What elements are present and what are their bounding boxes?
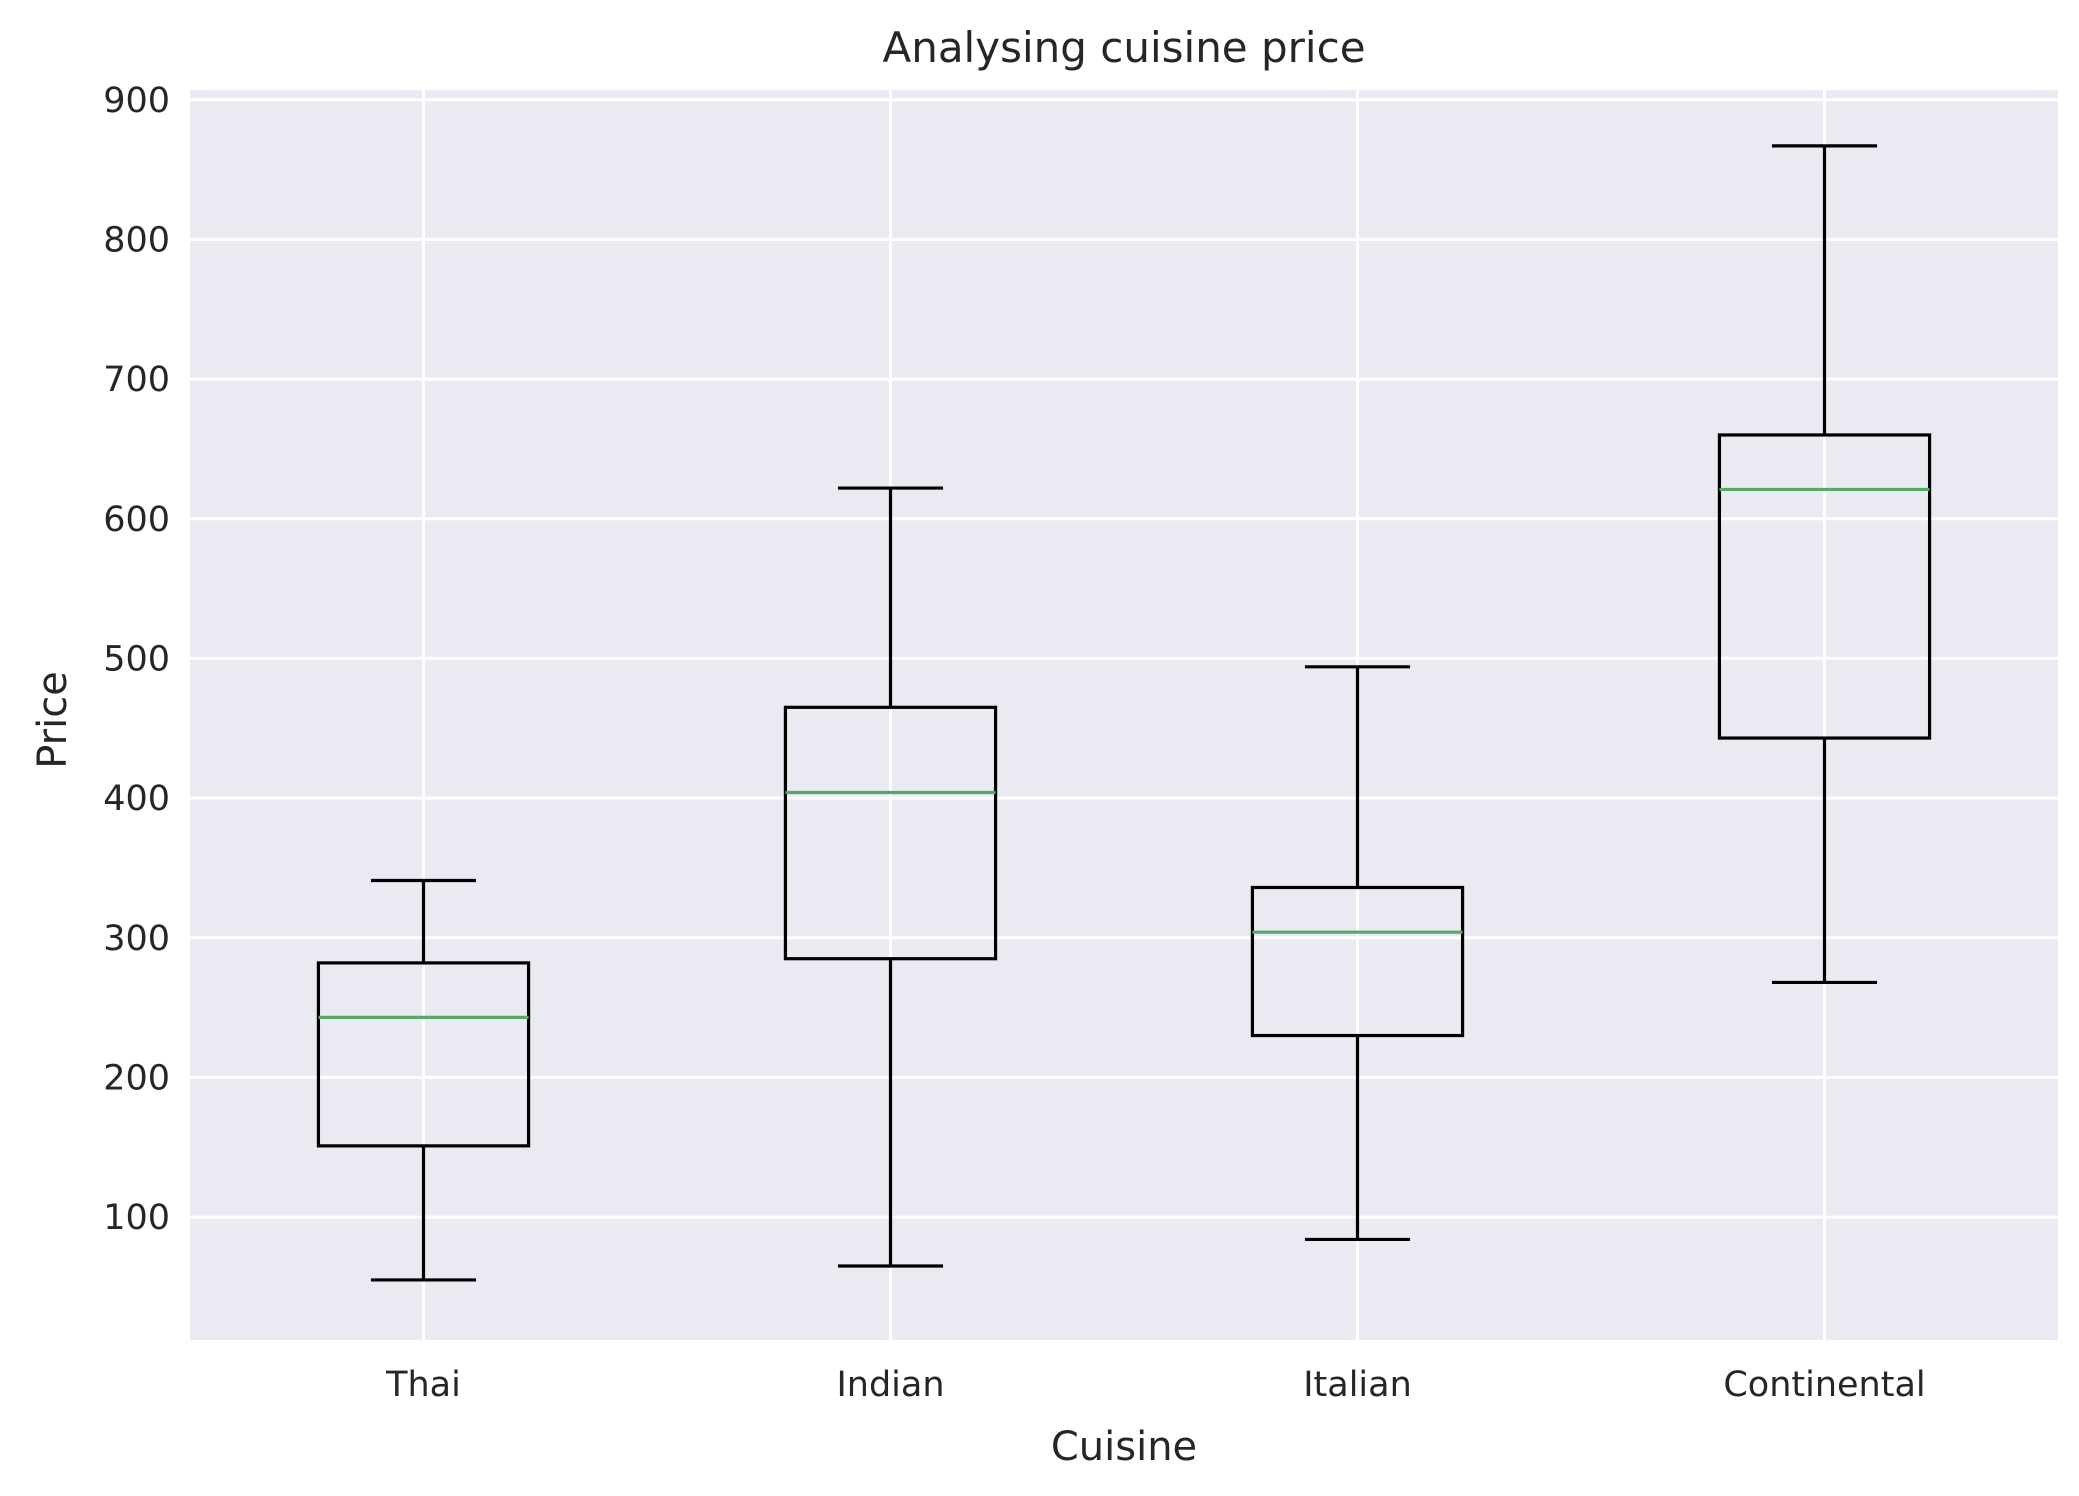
box-italian [1250, 665, 1465, 1242]
y-tick-label: 100 [103, 1198, 170, 1238]
x-tick-label: Italian [1303, 1365, 1412, 1405]
y-axis-ticks: 100 200 300 400 500 600 700 800 900 [103, 81, 170, 1238]
x-tick-label: Thai [385, 1365, 461, 1405]
y-tick-label: 900 [103, 81, 170, 121]
box-thai [316, 878, 531, 1282]
y-tick-label: 300 [103, 919, 170, 959]
x-tick-label: Indian [836, 1365, 944, 1405]
box-continental [1717, 144, 1932, 985]
y-axis-label: Price [30, 671, 76, 769]
iqr-box [783, 705, 998, 961]
iqr-box [1250, 885, 1465, 1038]
x-tick-label: Continental [1723, 1365, 1925, 1405]
y-tick-label: 600 [103, 500, 170, 540]
iqr-box [1717, 433, 1932, 740]
grid-lines [190, 90, 2058, 1340]
iqr-box [316, 961, 531, 1148]
y-tick-label: 500 [103, 639, 170, 679]
x-axis-ticks: Thai Indian Italian Continental [385, 1365, 1926, 1405]
y-tick-label: 400 [103, 779, 170, 819]
plot-area [190, 90, 2058, 1340]
boxes [316, 144, 1932, 1282]
y-tick-label: 200 [103, 1058, 170, 1098]
chart-title: Analysing cuisine price [882, 23, 1365, 72]
box-indian [783, 486, 998, 1268]
x-axis-label: Cuisine [1051, 1424, 1197, 1470]
y-tick-label: 700 [103, 360, 170, 400]
y-tick-label: 800 [103, 220, 170, 260]
